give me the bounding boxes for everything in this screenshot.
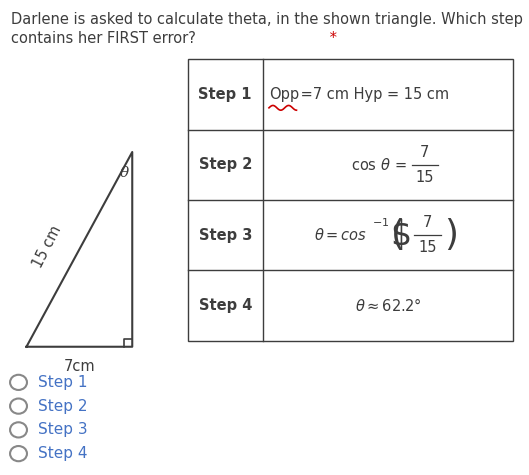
Text: 15: 15 bbox=[416, 170, 434, 185]
Text: $-1$: $-1$ bbox=[372, 216, 389, 228]
Text: ): ) bbox=[444, 218, 459, 252]
Text: $\cos\,\theta\,=\,$: $\cos\,\theta\,=\,$ bbox=[351, 157, 407, 173]
Text: Step 2: Step 2 bbox=[198, 157, 252, 172]
Text: Opp: Opp bbox=[269, 87, 299, 102]
Text: $\theta \approx 62.2°$: $\theta \approx 62.2°$ bbox=[354, 297, 421, 314]
Text: Step 3: Step 3 bbox=[38, 422, 87, 437]
Circle shape bbox=[10, 399, 27, 414]
Text: 7: 7 bbox=[423, 215, 432, 230]
Circle shape bbox=[10, 375, 27, 390]
Text: 15 cm: 15 cm bbox=[31, 223, 65, 271]
Text: θ: θ bbox=[120, 166, 129, 180]
Circle shape bbox=[10, 422, 27, 437]
Text: Step 1: Step 1 bbox=[38, 375, 87, 390]
Text: Step 3: Step 3 bbox=[198, 228, 252, 243]
Text: Step 4: Step 4 bbox=[198, 298, 252, 313]
Text: =7 cm Hyp = 15 cm: =7 cm Hyp = 15 cm bbox=[296, 87, 450, 102]
Text: (: ( bbox=[390, 218, 405, 252]
Circle shape bbox=[10, 446, 27, 461]
Text: $\theta = cos$: $\theta = cos$ bbox=[314, 227, 367, 243]
Text: $: $ bbox=[390, 218, 412, 252]
Text: Step 2: Step 2 bbox=[38, 399, 87, 414]
Bar bbox=[188, 59, 513, 341]
Text: Step 4: Step 4 bbox=[38, 446, 87, 461]
Text: 7cm: 7cm bbox=[63, 359, 95, 374]
Text: Step 1: Step 1 bbox=[198, 87, 252, 102]
Text: Darlene is asked to calculate theta, in the shown triangle. Which step: Darlene is asked to calculate theta, in … bbox=[11, 12, 523, 27]
Text: *: * bbox=[325, 31, 338, 46]
Text: contains her FIRST error?: contains her FIRST error? bbox=[11, 31, 195, 46]
Text: 7: 7 bbox=[420, 145, 430, 160]
Text: 15: 15 bbox=[418, 240, 437, 255]
